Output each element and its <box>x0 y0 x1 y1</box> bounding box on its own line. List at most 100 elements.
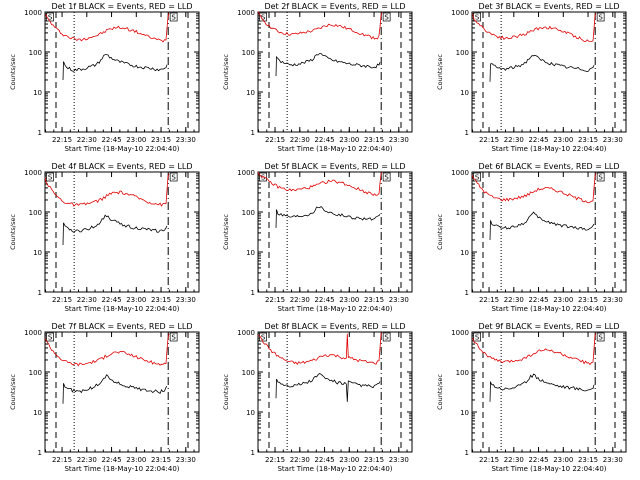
x-tick-label: 22:15 <box>479 136 499 144</box>
y-axis-label: Counts/sec <box>9 214 17 250</box>
top-marker-label: S <box>598 174 603 182</box>
x-tick-label: 22:30 <box>77 296 97 304</box>
top-marker-box <box>596 332 605 342</box>
detector-panel: Det 9f BLACK = Events, RED = LLD 1 10 100 10… <box>436 322 627 473</box>
y-tick-label: 1 <box>465 289 469 297</box>
x-tick-label: 23:15 <box>364 296 384 304</box>
y-tick-label: 10 <box>33 249 42 257</box>
x-tick-label: 22:45 <box>314 456 334 464</box>
events-series-line <box>275 53 381 77</box>
x-axis-label: Start Time (18-May-10 22:04:40) <box>491 305 606 313</box>
top-marker-box <box>382 172 391 182</box>
y-tick-label: 10 <box>246 409 255 417</box>
x-tick-label: 23:30 <box>176 296 196 304</box>
x-tick-label: 23:00 <box>339 456 359 464</box>
top-marker-box <box>259 12 267 22</box>
top-marker-box <box>169 12 178 22</box>
y-tick-label: 1000 <box>237 9 255 17</box>
top-marker-label: S <box>598 14 603 22</box>
lld-series-line <box>257 332 383 366</box>
lld-series-line <box>257 11 383 40</box>
events-series-line <box>489 211 595 241</box>
lld-series-line <box>257 172 383 196</box>
y-tick-label: 1000 <box>237 169 255 177</box>
y-tick-label: 1000 <box>237 329 255 337</box>
y-tick-label: 1 <box>251 289 255 297</box>
top-marker-label: S <box>598 334 603 342</box>
events-series-line <box>62 374 168 404</box>
y-tick-label: 10 <box>33 409 42 417</box>
top-marker-label: S <box>261 14 266 22</box>
detector-panel: Det 8f BLACK = Events, RED = LLD 1 10 100 10… <box>222 322 413 473</box>
y-tick-label: 100 <box>456 209 469 217</box>
x-axis-label: Start Time (18-May-10 22:04:40) <box>64 465 179 473</box>
x-tick-label: 22:15 <box>265 296 285 304</box>
lld-series-line <box>44 333 170 367</box>
x-tick-label: 23:30 <box>603 296 623 304</box>
x-tick-label: 23:30 <box>603 456 623 464</box>
y-tick-label: 1 <box>38 449 42 457</box>
top-marker-label: S <box>475 14 480 22</box>
x-tick-label: 22:45 <box>101 456 121 464</box>
y-axis-label: Counts/sec <box>436 54 444 90</box>
detector-panel: Det 3f BLACK = Events, RED = LLD 1 10 100 10… <box>436 2 627 153</box>
y-tick-label: 1 <box>465 449 469 457</box>
x-tick-label: 22:30 <box>290 296 310 304</box>
x-tick-label: 22:45 <box>314 136 334 144</box>
detector-panel: Det 1f BLACK = Events, RED = LLD 1 10 100 10… <box>9 2 200 153</box>
y-tick-label: 100 <box>242 49 255 57</box>
top-marker-label: S <box>48 334 53 342</box>
y-tick-label: 1000 <box>451 169 469 177</box>
plot-frame <box>257 11 413 133</box>
plot-frame <box>257 331 413 453</box>
top-marker-label: S <box>171 334 176 342</box>
x-tick-label: 22:30 <box>504 296 524 304</box>
y-tick-label: 100 <box>456 369 469 377</box>
x-tick-label: 22:30 <box>504 456 524 464</box>
plot-frame <box>257 171 413 293</box>
y-tick-label: 1000 <box>24 169 42 177</box>
detector-panel: Det 5f BLACK = Events, RED = LLD 1 10 100 10… <box>222 162 413 313</box>
events-series-line <box>62 214 168 246</box>
lld-series-line <box>44 173 170 207</box>
x-tick-label: 23:00 <box>553 296 573 304</box>
x-tick-label: 23:30 <box>603 136 623 144</box>
panel-title: Det 9f BLACK = Events, RED = LLD <box>478 322 619 331</box>
events-series-line <box>489 54 595 82</box>
top-marker-label: S <box>261 174 266 182</box>
y-tick-label: 1000 <box>24 9 42 17</box>
y-axis-label: Counts/sec <box>222 54 230 90</box>
x-tick-label: 22:45 <box>101 296 121 304</box>
y-axis-label: Counts/sec <box>222 374 230 410</box>
y-tick-label: 1 <box>38 289 42 297</box>
top-marker-box <box>46 172 54 182</box>
top-marker-label: S <box>384 334 389 342</box>
y-tick-label: 1000 <box>451 9 469 17</box>
top-marker-label: S <box>261 334 266 342</box>
panel-title: Det 4f BLACK = Events, RED = LLD <box>51 162 192 171</box>
x-tick-label: 22:30 <box>504 136 524 144</box>
y-axis-label: Counts/sec <box>9 374 17 410</box>
y-tick-label: 1 <box>465 129 469 137</box>
x-tick-label: 23:00 <box>553 136 573 144</box>
x-tick-label: 22:30 <box>290 136 310 144</box>
x-tick-label: 22:15 <box>52 456 72 464</box>
x-axis-label: Start Time (18-May-10 22:04:40) <box>491 465 606 473</box>
x-axis-label: Start Time (18-May-10 22:04:40) <box>277 145 392 153</box>
y-axis-label: Counts/sec <box>436 374 444 410</box>
x-tick-label: 23:15 <box>578 296 598 304</box>
y-tick-label: 1000 <box>451 329 469 337</box>
events-series-line <box>275 205 381 228</box>
x-tick-label: 23:15 <box>578 456 598 464</box>
x-tick-label: 22:30 <box>290 456 310 464</box>
top-marker-box <box>259 332 267 342</box>
events-series-line <box>489 373 595 402</box>
y-tick-label: 1 <box>251 449 255 457</box>
panel-title: Det 3f BLACK = Events, RED = LLD <box>478 2 619 11</box>
top-marker-label: S <box>475 174 480 182</box>
x-tick-label: 22:30 <box>77 456 97 464</box>
detector-panel: Det 6f BLACK = Events, RED = LLD 1 10 100 10… <box>436 162 627 313</box>
y-axis-label: Counts/sec <box>222 214 230 250</box>
lld-series-line <box>471 13 597 43</box>
x-axis-label: Start Time (18-May-10 22:04:40) <box>277 305 392 313</box>
